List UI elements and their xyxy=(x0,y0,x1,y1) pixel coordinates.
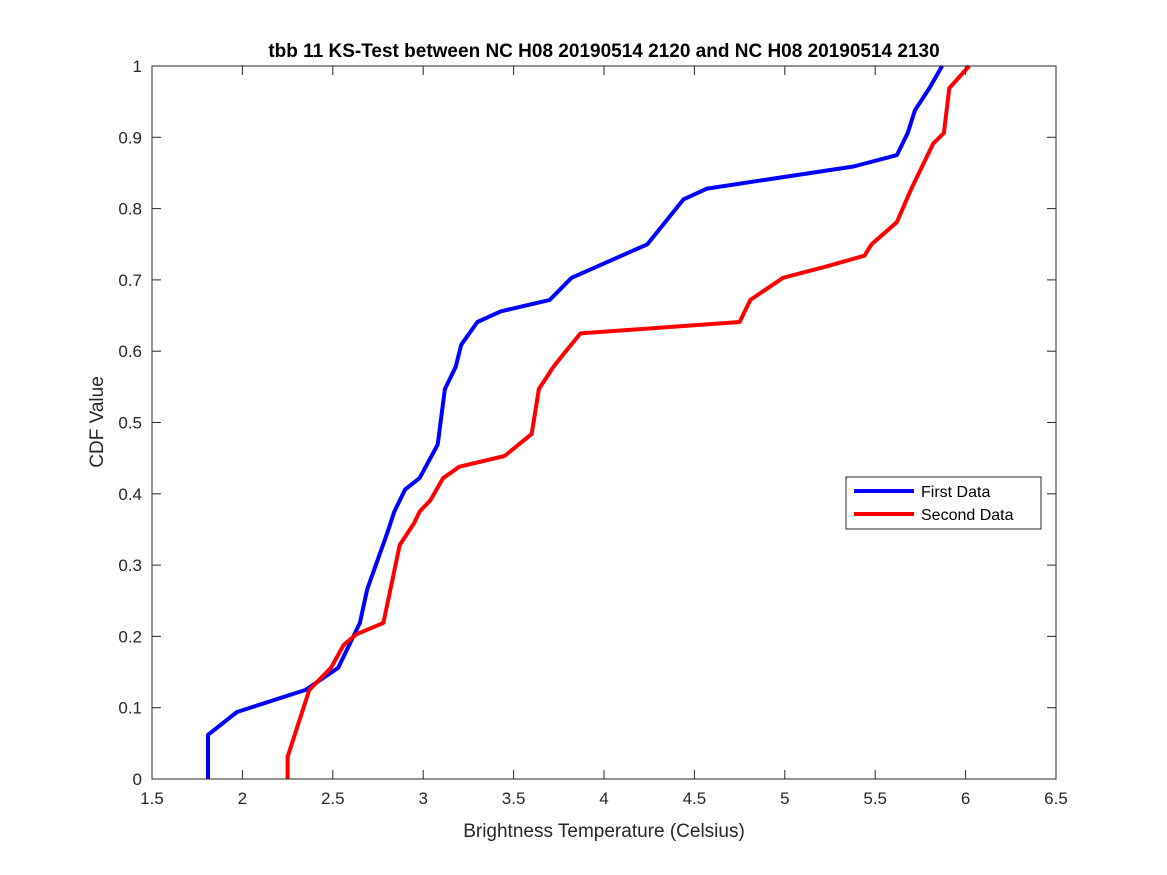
plot-area xyxy=(152,66,1056,779)
x-tick-label: 6 xyxy=(961,789,970,808)
x-tick-label: 4 xyxy=(599,789,608,808)
x-tick-label: 4.5 xyxy=(683,789,707,808)
y-tick-label: 0.7 xyxy=(118,271,142,290)
series-line-second-data xyxy=(285,64,971,779)
x-tick-label: 6.5 xyxy=(1044,789,1068,808)
y-tick-label: 0.1 xyxy=(118,699,142,718)
series-layer xyxy=(206,64,971,779)
x-tick-label: 2 xyxy=(238,789,247,808)
legend-label-first: First Data xyxy=(921,484,990,501)
legend-box xyxy=(845,476,1042,530)
x-tick-label: 5 xyxy=(780,789,789,808)
y-tick-label: 0.4 xyxy=(118,485,142,504)
legend-label-second: Second Data xyxy=(921,507,1014,524)
x-tick-label: 3.5 xyxy=(502,789,526,808)
x-tick-label: 2.5 xyxy=(321,789,345,808)
series-line-first-data xyxy=(206,65,944,779)
y-tick-label: 0.3 xyxy=(118,556,142,575)
y-tick-label: 1 xyxy=(133,57,142,76)
x-tick-label: 3 xyxy=(418,789,427,808)
y-tick-label: 0.6 xyxy=(118,342,142,361)
y-tick-label: 0 xyxy=(133,770,142,789)
x-axis-label: Brightness Temperature (Celsius) xyxy=(463,821,745,842)
y-tick-label: 0.9 xyxy=(118,128,142,147)
y-axis-label: CDF Value xyxy=(87,376,108,468)
y-tick-label: 0.8 xyxy=(118,200,142,219)
y-tick-label: 0.5 xyxy=(118,414,142,433)
legend: First Data Second Data xyxy=(845,476,1042,530)
y-tick-label: 0.2 xyxy=(118,627,142,646)
x-tick-label: 1.5 xyxy=(140,789,164,808)
x-tick-label: 5.5 xyxy=(863,789,887,808)
chart-title: tbb 11 KS-Test between NC H08 20190514 2… xyxy=(268,41,939,62)
ticks-layer: 1.5 2 2.5 3 3.5 4 4.5 5 5.5 6 6.5 0 0.1 0.2 0.3 0.4 0.5 0… xyxy=(118,57,1067,808)
